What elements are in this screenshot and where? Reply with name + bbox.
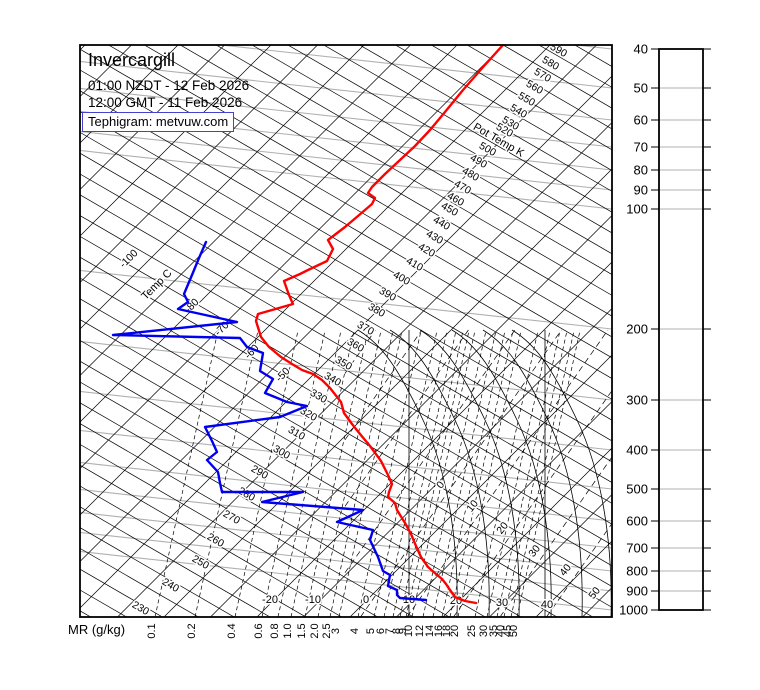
svg-text:410: 410	[404, 255, 425, 274]
temperature-trace	[254, 45, 505, 605]
svg-text:290: 290	[249, 463, 270, 482]
svg-text:10: 10	[403, 594, 415, 606]
svg-text:7: 7	[384, 628, 396, 634]
svg-text:5: 5	[365, 628, 377, 634]
svg-text:800: 800	[626, 564, 648, 579]
svg-text:-10: -10	[305, 594, 321, 606]
svg-text:50: 50	[508, 625, 520, 637]
svg-text:2.0: 2.0	[309, 623, 321, 638]
svg-text:60: 60	[634, 113, 648, 128]
svg-text:50: 50	[634, 81, 648, 96]
svg-text:9: 9	[397, 628, 409, 634]
svg-text:40: 40	[557, 562, 574, 579]
svg-text:90: 90	[634, 183, 648, 198]
svg-text:14: 14	[424, 625, 436, 637]
svg-text:200: 200	[626, 322, 648, 337]
svg-text:400: 400	[391, 269, 412, 288]
svg-text:45: 45	[502, 625, 514, 637]
svg-text:40: 40	[541, 599, 553, 611]
svg-text:70: 70	[634, 140, 648, 155]
svg-text:0: 0	[434, 479, 447, 491]
svg-text:0.6: 0.6	[253, 623, 265, 638]
svg-text:900: 900	[626, 584, 648, 599]
dewpoint-trace	[111, 240, 428, 602]
svg-text:40: 40	[634, 42, 648, 57]
svg-text:500: 500	[626, 482, 648, 497]
svg-text:0.8: 0.8	[269, 623, 281, 638]
svg-text:-20: -20	[262, 594, 278, 606]
svg-text:360: 360	[345, 336, 366, 355]
svg-text:16: 16	[433, 625, 445, 637]
svg-text:400: 400	[626, 443, 648, 458]
svg-text:300: 300	[626, 393, 648, 408]
svg-text:20: 20	[449, 625, 461, 637]
svg-text:700: 700	[626, 541, 648, 556]
svg-text:Temp C: Temp C	[139, 267, 174, 302]
svg-text:1000: 1000	[619, 603, 648, 618]
svg-text:0.4: 0.4	[226, 623, 238, 638]
svg-text:3: 3	[330, 628, 342, 634]
svg-text:390: 390	[377, 285, 398, 304]
svg-text:30: 30	[478, 625, 490, 637]
svg-text:40: 40	[495, 625, 507, 637]
plot-frame	[79, 44, 613, 618]
svg-text:18: 18	[441, 625, 453, 637]
svg-text:2.5: 2.5	[321, 623, 333, 638]
svg-text:330: 330	[308, 387, 329, 406]
valid-time-utc: 12:00 GMT - 11 Feb 2026	[88, 95, 243, 110]
pressure-scale-bar: 40 50 60 70 80 90 100 200 300 400 500 600 700 800 900 1…	[619, 42, 711, 618]
mr-axis-title: MR (g/kg)	[68, 622, 126, 637]
svg-text:80: 80	[634, 163, 648, 178]
svg-text:-100: -100	[117, 247, 140, 270]
svg-text:0.2: 0.2	[186, 623, 198, 638]
svg-text:4: 4	[349, 628, 361, 634]
svg-text:340: 340	[322, 370, 343, 389]
wet-adiabat-lines	[344, 329, 612, 617]
svg-text:25: 25	[466, 625, 478, 637]
svg-text:6: 6	[375, 628, 387, 634]
station-name: Invercargill	[88, 50, 176, 70]
svg-text:20: 20	[494, 520, 511, 537]
svg-text:600: 600	[626, 514, 648, 529]
svg-text:280: 280	[236, 485, 257, 504]
svg-text:0.1: 0.1	[146, 623, 158, 638]
svg-text:100: 100	[626, 202, 648, 217]
svg-text:10: 10	[403, 625, 415, 637]
metvuw-link[interactable]: Tephigram: metvuw.com	[82, 112, 235, 132]
svg-text:35: 35	[488, 625, 500, 637]
svg-text:260: 260	[205, 531, 226, 550]
wet-adiabat-curves	[357, 329, 612, 617]
isotherm-grid	[80, 45, 612, 617]
svg-text:250: 250	[190, 553, 211, 572]
svg-text:12: 12	[414, 625, 426, 637]
svg-text:1.0: 1.0	[282, 623, 294, 638]
svg-text:1.5: 1.5	[296, 623, 308, 638]
svg-text:0: 0	[363, 594, 369, 606]
valid-time-local: 01:00 NZDT - 12 Feb 2026	[88, 78, 250, 93]
svg-text:240: 240	[160, 576, 181, 595]
svg-text:30: 30	[496, 597, 508, 609]
svg-text:8: 8	[391, 628, 403, 634]
svg-text:310: 310	[286, 424, 307, 443]
